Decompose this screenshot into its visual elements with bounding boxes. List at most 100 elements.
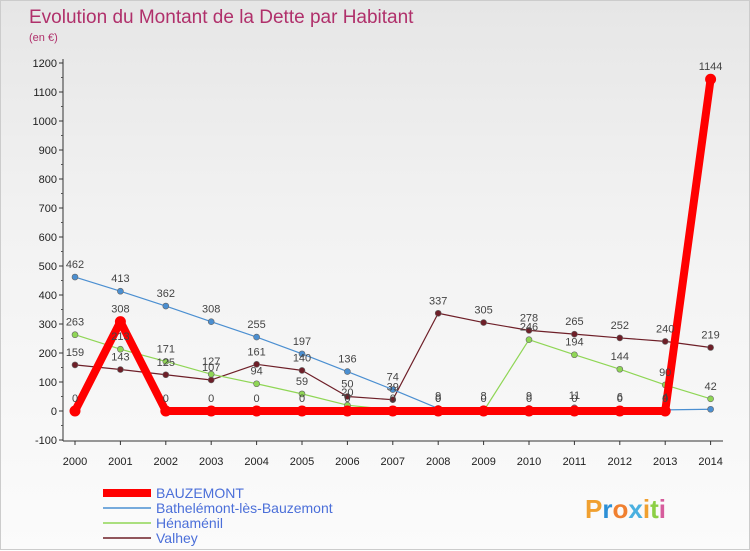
data-label: 59: [296, 376, 308, 388]
data-point: [525, 336, 533, 343]
data-point: [205, 405, 217, 417]
data-label: 337: [429, 295, 447, 307]
x-tick-label: 2005: [290, 456, 314, 468]
logo-letter: i: [659, 494, 666, 524]
data-point: [341, 405, 353, 417]
data-point: [659, 405, 671, 417]
x-tick-label: 2013: [653, 456, 677, 468]
y-tick-label: 400: [39, 290, 57, 302]
data-label: 1144: [699, 61, 723, 73]
data-label: 0: [435, 393, 441, 405]
data-point: [296, 405, 308, 417]
data-label: 265: [565, 316, 583, 328]
y-tick-label: -100: [35, 435, 57, 447]
data-label: 143: [111, 352, 129, 364]
logo-letter: o: [612, 494, 628, 524]
data-point: [616, 334, 624, 342]
chart-subtitle: (en €): [29, 32, 58, 44]
data-point: [251, 405, 263, 417]
x-tick-label: 2001: [108, 456, 132, 468]
y-tick-label: 900: [39, 145, 57, 157]
data-label: 246: [520, 322, 538, 334]
data-label: 90: [659, 367, 671, 379]
data-label: 0: [662, 393, 668, 405]
data-point: [480, 319, 487, 326]
data-label: 39: [387, 382, 399, 394]
y-tick-label: 1000: [33, 116, 57, 128]
data-point: [117, 287, 124, 295]
logo-letter: P: [585, 494, 602, 524]
axes: -100010020030040050060070080090010001100…: [33, 58, 723, 468]
data-label: 11: [569, 390, 580, 402]
data-point: [707, 405, 714, 413]
data-label: 9: [526, 390, 532, 402]
y-tick-label: 700: [39, 203, 57, 215]
y-tick-label: 1200: [33, 58, 57, 70]
logo-letter: r: [602, 494, 612, 524]
series-layer: [69, 73, 717, 417]
data-point: [298, 350, 306, 358]
data-label: 9: [435, 390, 441, 402]
data-point: [207, 370, 215, 378]
data-point: [523, 405, 535, 417]
proxiti-logo: Proxiti: [585, 494, 666, 524]
legend-label: Valhey: [156, 530, 198, 546]
data-point: [114, 316, 126, 328]
x-tick-label: 2007: [381, 456, 405, 468]
data-label: 50: [341, 379, 353, 391]
data-point: [253, 333, 260, 341]
data-label: 362: [157, 288, 175, 300]
data-point: [344, 368, 351, 375]
data-label: 0: [299, 393, 305, 405]
data-point: [160, 405, 172, 417]
data-point: [162, 358, 170, 365]
legend-label: Bathelémont-lès-Bauzemont: [156, 500, 333, 516]
data-point: [207, 318, 215, 325]
x-tick-label: 2011: [563, 456, 587, 468]
data-label: 0: [481, 393, 487, 405]
data-point: [571, 351, 578, 359]
data-point: [614, 405, 626, 417]
legend-label: Hénaménil: [156, 515, 223, 531]
data-point: [705, 73, 717, 85]
data-point: [525, 327, 533, 334]
data-label: 462: [66, 259, 84, 271]
x-tick-label: 2014: [698, 456, 722, 468]
data-point: [434, 309, 442, 317]
data-label: 305: [474, 305, 492, 317]
data-label: 255: [247, 319, 265, 331]
data-label: 0: [254, 393, 260, 405]
data-label: 252: [611, 320, 629, 332]
data-label: 140: [293, 352, 311, 364]
data-point: [298, 390, 306, 398]
y-tick-label: 1100: [33, 87, 57, 99]
data-label: 0: [617, 393, 623, 405]
data-label: 42: [704, 381, 716, 393]
data-label: 413: [111, 273, 129, 285]
data-label: 0: [390, 393, 396, 405]
data-label: 308: [202, 304, 220, 316]
data-label: 0: [526, 393, 532, 405]
data-labels: 0 308 0 0 0 0 0 0 0 0 0 0 0 0 1144 462 413 362 308 255 197 13…: [66, 61, 723, 405]
x-tick-label: 2006: [335, 456, 359, 468]
data-label: 0: [208, 393, 214, 405]
chart-title: Evolution du Montant de la Dette par Hab…: [29, 7, 414, 28]
data-label: 263: [66, 317, 84, 329]
logo-letter: t: [650, 494, 659, 524]
data-point: [344, 393, 351, 400]
data-label: 6: [617, 391, 623, 403]
data-point: [616, 365, 624, 373]
data-label: 127: [202, 356, 220, 368]
data-label: 308: [111, 304, 129, 316]
x-tick-label: 2012: [608, 456, 632, 468]
data-point: [568, 405, 580, 417]
data-label: 136: [338, 354, 356, 366]
data-label: 278: [520, 312, 538, 324]
data-label: 197: [293, 336, 311, 348]
y-tick-label: 300: [39, 319, 57, 331]
data-label: 0: [571, 393, 577, 405]
data-point: [71, 331, 79, 339]
logo-letter: x: [628, 494, 643, 524]
